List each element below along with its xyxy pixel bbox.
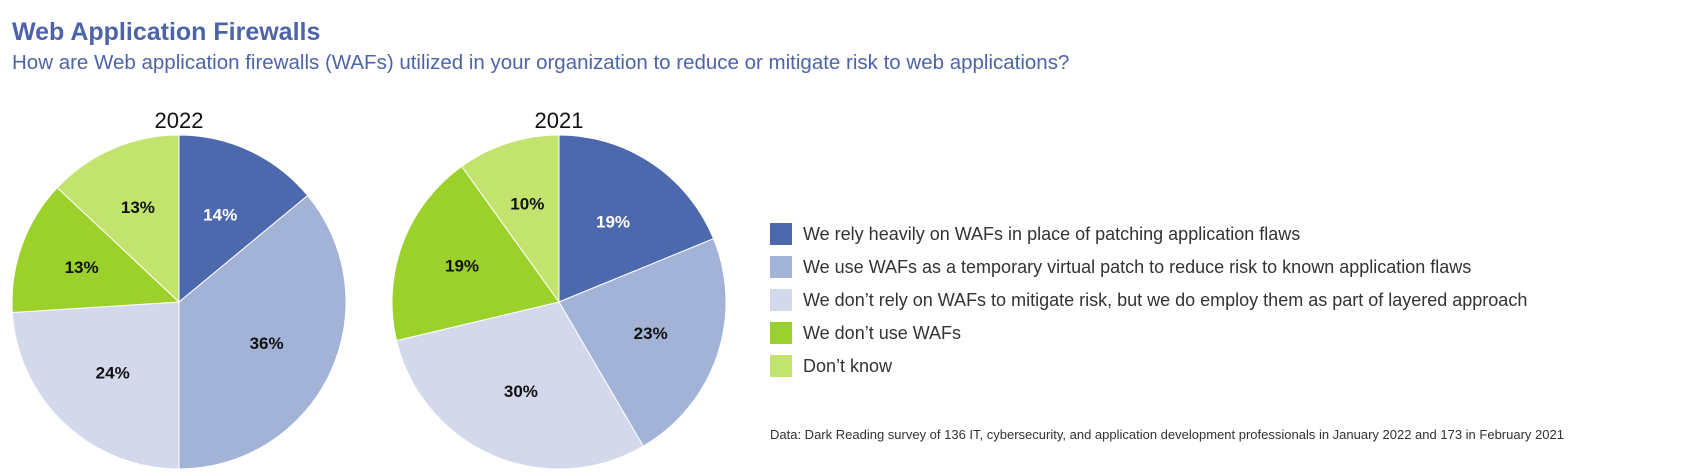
pie-2022: 2022 14% 36% 24% 13% 13% xyxy=(11,108,347,470)
pie-slice-don-t-know xyxy=(460,134,560,304)
pie-slice-don-t-know xyxy=(56,134,180,304)
legend-item-temporary-patch: We use WAFs as a temporary virtual patch… xyxy=(770,256,1527,278)
legend-swatch xyxy=(770,355,792,377)
pie-slice-label: 13% xyxy=(65,258,99,277)
legend-item-layered-approach: We don’t rely on WAFs to mitigate risk, … xyxy=(770,289,1527,311)
pie-charts: 2022 14% 36% 24% 13% 13% 2021 19% 23% 30% 19% 10% xyxy=(11,108,727,470)
legend-item-rely-heavily: We rely heavily on WAFs in place of patc… xyxy=(770,223,1527,245)
source-note: Data: Dark Reading survey of 136 IT, cyb… xyxy=(770,427,1564,442)
pie-title: 2022 xyxy=(155,108,204,133)
page-title: Web Application Firewalls xyxy=(12,18,321,46)
page-subtitle: How are Web application firewalls (WAFs)… xyxy=(12,51,1070,74)
legend-item-dont-use: We don’t use WAFs xyxy=(770,322,1527,344)
legend-swatch xyxy=(770,289,792,311)
legend-swatch xyxy=(770,322,792,344)
pie-slice-label: 30% xyxy=(504,382,538,401)
pie-slice-we-rely-heavily-on-wafs-in-place-of-patc xyxy=(178,134,309,304)
legend-swatch xyxy=(770,223,792,245)
pie-slice-label: 36% xyxy=(250,334,284,353)
legend-label: Don’t know xyxy=(803,355,893,376)
pie-slice-label: 14% xyxy=(203,205,237,224)
legend-label: We don’t rely on WAFs to mitigate risk, … xyxy=(803,289,1528,310)
pie-slice-we-don-t-rely-on-wafs-to-mitigate-risk-b xyxy=(11,301,180,470)
pie-slice-label: 23% xyxy=(634,324,668,343)
pie-slice-label: 10% xyxy=(510,194,544,213)
legend-label: We use WAFs as a temporary virtual patch… xyxy=(803,256,1472,277)
pie-slice-label: 19% xyxy=(596,213,630,232)
pie-slice-label: 13% xyxy=(121,198,155,217)
legend-label: We don’t use WAFs xyxy=(803,322,962,343)
legend-item-dont-know: Don’t know xyxy=(770,355,1527,377)
pie-slice-we-don-t-rely-on-wafs-to-mitigate-risk-b xyxy=(395,301,644,470)
legend-swatch xyxy=(770,256,792,278)
pie-slice-label: 24% xyxy=(96,364,130,383)
pie-slice-we-don-t-use-wafs xyxy=(11,186,181,314)
legend-label: We rely heavily on WAFs in place of patc… xyxy=(803,223,1301,244)
pie-slice-label: 19% xyxy=(445,257,479,276)
pie-slice-we-rely-heavily-on-wafs-in-place-of-patc xyxy=(558,134,715,303)
pie-title: 2021 xyxy=(535,108,584,133)
pie-slice-we-don-t-use-wafs xyxy=(391,165,560,342)
pie-slice-we-use-wafs-as-a-temporary-virtual-patch xyxy=(178,194,347,470)
pie-2021: 2021 19% 23% 30% 19% 10% xyxy=(391,108,727,470)
chart-legend: We rely heavily on WAFs in place of patc… xyxy=(770,223,1527,388)
pie-slice-we-use-wafs-as-a-temporary-virtual-patch xyxy=(558,238,727,447)
